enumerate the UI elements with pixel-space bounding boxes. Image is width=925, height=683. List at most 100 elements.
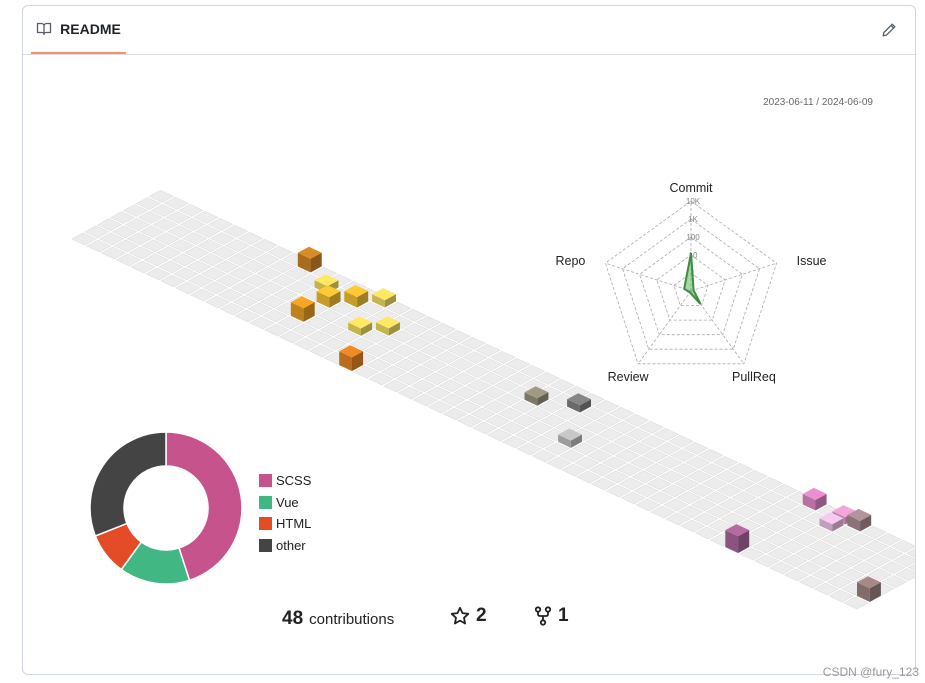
legend-swatch (259, 495, 272, 509)
calendar-day-cell (449, 358, 475, 371)
calendar-day-cell (499, 421, 526, 435)
calendar-day-cell (789, 505, 815, 518)
legend-item: other (259, 535, 311, 557)
contribution-bar (802, 487, 827, 511)
calendar-day-cell (583, 421, 609, 434)
calendar-day-cell (451, 372, 477, 386)
contribution-bar (819, 512, 844, 532)
calendar-day-cell (243, 274, 269, 288)
radar-ring (639, 236, 743, 336)
calendar-day-cell (510, 400, 537, 414)
contribution-bar (847, 508, 872, 532)
calendar-day-cell (638, 420, 664, 434)
calendar-day-cell (100, 246, 127, 260)
calendar-day-cell (705, 505, 732, 519)
calendar-day-cell (141, 239, 167, 253)
contribution-label: contributions (309, 610, 395, 628)
calendar-day-cell (358, 302, 384, 315)
calendar-day-cell (204, 295, 231, 309)
calendar-day-cell (247, 302, 273, 316)
calendar-day-cell (150, 204, 176, 217)
calendar-day-cell (245, 288, 271, 302)
calendar-day-cell (574, 456, 600, 470)
calendar-day-cell (661, 484, 687, 498)
calendar-day-cell (553, 407, 579, 420)
calendar-day-cell (514, 428, 541, 442)
calendar-day-cell (213, 260, 240, 274)
fork-icon (534, 606, 552, 626)
calendar-day-cell (364, 344, 390, 358)
calendar-day-cell (228, 267, 254, 281)
calendar-day-cell (239, 246, 265, 259)
calendar-day-cell (623, 413, 650, 427)
calendar-day-cell (304, 316, 331, 330)
calendar-day-cell (657, 456, 683, 469)
calendar-day-cell (772, 483, 798, 497)
calendar-day-cell (468, 393, 494, 407)
calendar-day-cell (663, 498, 689, 512)
calendar-day-cell (208, 217, 234, 231)
calendar-day-cell (182, 232, 208, 245)
star-icon (450, 606, 470, 625)
calendar-day-cell (600, 442, 626, 456)
readme-header: README (23, 6, 915, 55)
calendar-day-cell (152, 218, 178, 231)
calendar-day-cell (798, 575, 825, 589)
calendar-day-cell (635, 498, 661, 512)
calendar-day-cell (598, 428, 624, 441)
calendar-day-cell (479, 372, 505, 385)
calendar-day-cell (616, 463, 643, 477)
calendar-day-cell (139, 225, 165, 239)
calendar-day-cell (820, 533, 847, 546)
calendar-day-cell (99, 232, 125, 246)
calendar-day-cell (757, 476, 783, 490)
calendar-day-cell (241, 260, 267, 273)
calendar-day-cell (111, 225, 138, 239)
calendar-day-cell (390, 330, 416, 343)
edit-readme-button[interactable] (879, 20, 899, 40)
calendar-day-cell (776, 512, 802, 525)
calendar-day-cell (319, 323, 346, 337)
calendar-day-cell (739, 547, 765, 561)
calendar-day-cell (653, 427, 679, 441)
readme-card: README 10K 1K 100 10 1 Commit Issue PullReq Revi… (22, 5, 916, 675)
calendar-day-cell (163, 196, 189, 210)
footer-stats: 48 contributions 2 1 (282, 605, 569, 633)
calendar-day-cell (425, 386, 451, 400)
calendar-day-cell (440, 393, 466, 407)
fork-stat: 1 (534, 605, 584, 627)
calendar-day-cell (472, 421, 498, 435)
readme-tab[interactable]: README (31, 6, 126, 54)
calendar-day-cell (793, 533, 819, 547)
calendar-day-cell (650, 505, 676, 519)
calendar-day-cell (148, 189, 174, 203)
legend-label: HTML (276, 516, 312, 532)
calendar-day-cell (581, 407, 607, 420)
calendar-day-cell (84, 225, 110, 239)
calendar-day-cell (173, 267, 199, 281)
calendar-day-cell (408, 365, 435, 379)
calendar-day-cell (397, 386, 424, 400)
contribution-bar (558, 428, 582, 448)
calendar-day-cell (691, 498, 717, 512)
calendar-day-cell (135, 197, 161, 210)
calendar-day-cell (175, 281, 201, 295)
radar-tick-label: 100 (686, 233, 700, 242)
language-slice (89, 431, 167, 537)
calendar-day-cell (406, 351, 433, 365)
calendar-day-cell (891, 539, 915, 553)
calendar-day-cell (487, 428, 513, 442)
calendar-day-cell (211, 246, 238, 259)
calendar-day-cell (534, 371, 560, 385)
calendar-day-cell (381, 365, 407, 379)
calendar-day-cell (807, 540, 834, 554)
calendar-day-cell (490, 350, 516, 364)
calendar-day-cell (642, 449, 668, 462)
calendar-day-cell (659, 470, 685, 484)
calendar-day-cell (252, 238, 278, 252)
calendar-day-cell (748, 512, 774, 526)
contribution-bar (290, 296, 315, 322)
calendar-day-cell (720, 512, 746, 526)
radar-ring (673, 272, 709, 307)
calendar-day-cell (780, 540, 806, 554)
